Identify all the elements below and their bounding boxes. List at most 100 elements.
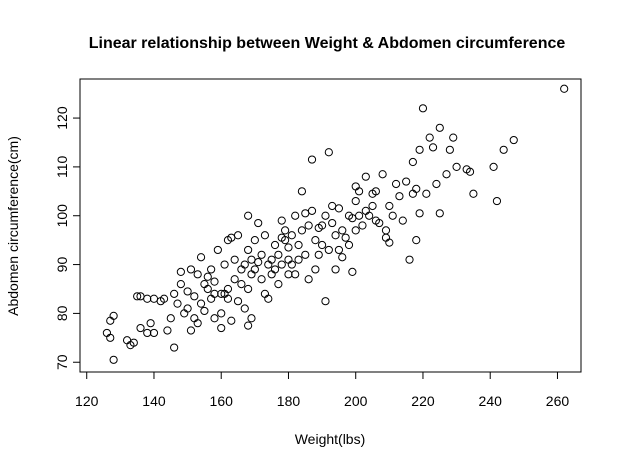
y-axis-label: Abdomen circumference(cm) [5,136,21,316]
data-point [274,250,283,259]
data-point [146,319,155,328]
data-point [186,265,196,274]
y-tick-label: 100 [54,204,70,228]
data-point [405,255,414,264]
data-point [361,172,370,181]
data-point [166,314,175,323]
x-axis-label: Weight(lbs) [295,431,366,447]
data-point [435,123,444,132]
x-tick-label: 120 [75,393,99,409]
data-point [317,221,327,230]
data-point [418,104,428,113]
data-point [230,255,239,264]
data-point [190,292,199,301]
data-point [274,280,283,289]
data-point [183,287,192,296]
data-point [233,297,243,306]
data-point [317,240,327,250]
data-point [385,201,394,211]
data-point [217,323,226,333]
data-point [217,309,226,318]
data-point [445,145,454,154]
data-point [294,255,303,264]
data-point [260,231,270,240]
data-point [328,218,337,228]
data-point [291,270,300,279]
data-point [428,143,438,152]
y-tick-label: 110 [54,156,70,179]
data-point [281,236,290,245]
data-point [203,272,212,281]
data-point [200,306,209,316]
data-point [449,133,458,142]
x-tick-label: 160 [210,393,234,409]
x-tick-label: 220 [411,393,435,409]
data-point [321,211,330,220]
data-point [237,280,246,289]
x-tick-label: 180 [277,393,301,409]
data-point [304,221,313,230]
data-point [395,192,404,201]
data-point [287,260,296,269]
data-point [257,250,266,259]
data-point [354,187,364,196]
data-point [321,297,330,306]
data-point [415,209,424,218]
data-point [301,250,310,259]
data-point [492,196,502,206]
y-tick-label: 80 [54,305,70,321]
data-point [247,314,256,323]
data-point [499,145,508,154]
x-tick-label: 260 [546,393,570,409]
data-point [240,260,249,269]
data-point [186,326,196,335]
data-point [270,265,280,274]
data-point [388,211,397,220]
data-point [509,135,518,145]
data-point [281,226,290,235]
data-point [183,304,192,313]
data-point [106,333,115,342]
data-point [442,170,451,179]
data-point [193,319,202,328]
data-point [307,206,317,215]
data-point [159,294,169,303]
y-tick-label: 70 [54,354,70,370]
data-point [375,218,384,228]
x-tick-label: 200 [344,393,368,409]
x-axis: 120 140 160 180 200 220 240 260 [75,371,570,409]
data-point [408,157,417,167]
y-tick-label: 120 [54,106,70,130]
y-tick-label: 90 [54,257,70,273]
data-point [432,179,441,189]
data-point [452,162,461,171]
data-point [196,299,206,308]
data-point [254,218,263,228]
data-point [358,221,367,230]
y-axis: 70 80 90 100 110 120 [54,106,81,370]
data-point [422,189,431,198]
data-point [354,211,364,220]
data-point [244,321,253,330]
data-point [176,267,185,276]
data-point [341,233,350,242]
data-point [287,231,296,240]
data-point [257,275,266,284]
data-point [250,236,259,245]
data-point [277,260,286,269]
data-point [213,245,222,255]
data-point [489,162,498,171]
data-point [334,245,344,255]
data-point [284,243,293,252]
data-point [560,84,569,93]
data-point [415,145,424,154]
x-tick-label: 140 [142,393,166,409]
data-point [291,211,300,220]
data-point [230,275,239,284]
data-point [331,265,340,274]
data-point [170,343,179,352]
data-point [244,284,253,294]
data-point [311,236,320,245]
data-point [351,226,360,235]
